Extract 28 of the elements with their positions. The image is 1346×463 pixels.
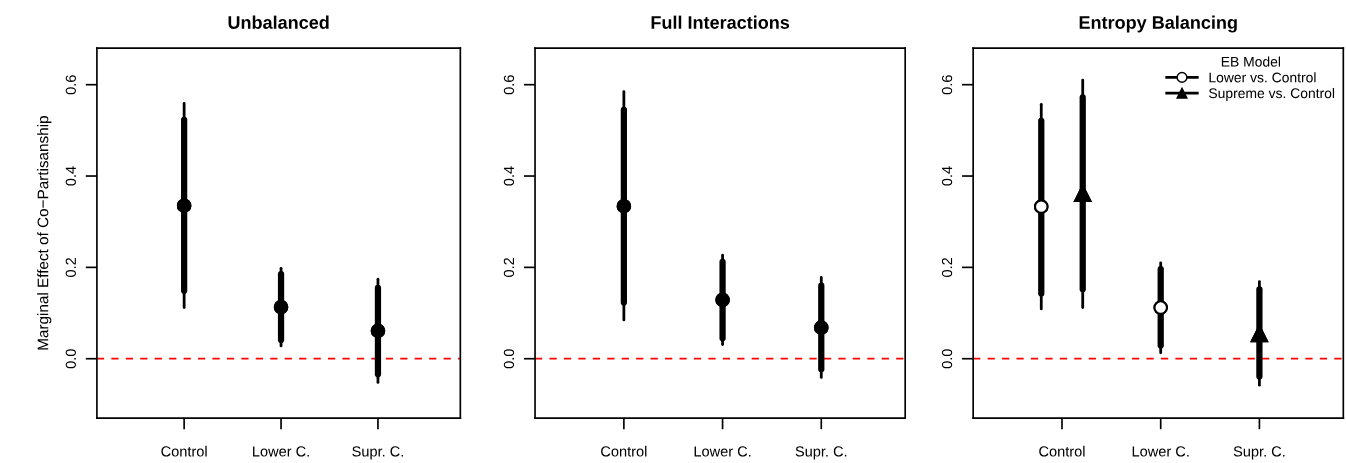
x-tick-label: Supr. C. [352,446,403,460]
legend-label: Supreme vs. Control [1209,87,1335,101]
x-tick-label: Control [1039,445,1085,457]
chart-title: Full Interactions [651,15,790,29]
chart-title: Unbalanced [228,15,329,29]
y-axis-title: Marginal Effect of Co−Partisanship [37,116,52,350]
x-tick-label: Control [601,445,647,457]
y-tick-label: 0.6 [941,75,953,95]
legend-label: Lower vs. Control [1209,72,1316,83]
y-tick-label: 0.2 [65,257,76,277]
x-tick-label: Lower C. [253,446,309,457]
x-tick-label: Control [161,445,207,457]
x-tick-label: Lower C. [1132,446,1189,457]
y-tick-label: 0.4 [65,166,76,186]
y-tick-label: 0.4 [941,166,953,186]
y-tick-label: 0.0 [65,349,76,369]
x-tick-label: Supr. C. [1233,446,1285,460]
x-tick-label: Supr. C. [795,446,847,460]
y-tick-label: 0.0 [941,349,953,369]
y-tick-label: 0.6 [65,75,76,95]
x-tick-label: Lower C. [694,446,751,457]
y-tick-label: 0.2 [941,257,953,277]
legend-title: EB Model [1221,56,1281,67]
chart-title: Entropy Balancing [1079,15,1237,33]
y-tick-label: 0.0 [503,349,515,369]
y-tick-label: 0.2 [503,257,515,277]
y-tick-label: 0.6 [503,75,515,95]
y-tick-label: 0.4 [503,166,515,186]
